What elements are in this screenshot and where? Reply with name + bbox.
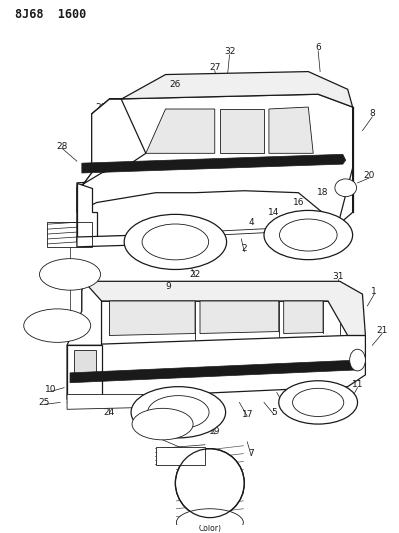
Text: 4: 4 bbox=[249, 218, 254, 227]
Polygon shape bbox=[77, 99, 146, 193]
Text: (Lower: (Lower bbox=[44, 313, 70, 322]
Text: Color): Color) bbox=[46, 325, 69, 334]
Text: 12: 12 bbox=[209, 250, 221, 259]
Text: 11: 11 bbox=[352, 380, 363, 389]
Text: 19: 19 bbox=[209, 427, 221, 437]
Text: 27: 27 bbox=[209, 63, 221, 72]
Text: 16: 16 bbox=[293, 198, 304, 207]
Polygon shape bbox=[82, 154, 346, 173]
Text: (Lower: (Lower bbox=[197, 513, 223, 522]
Text: 8J68  1600: 8J68 1600 bbox=[15, 8, 86, 21]
Text: (Upper: (Upper bbox=[57, 264, 83, 273]
Polygon shape bbox=[67, 335, 365, 399]
Ellipse shape bbox=[350, 349, 365, 371]
Text: 22: 22 bbox=[190, 270, 201, 279]
Polygon shape bbox=[82, 281, 365, 335]
Text: 26: 26 bbox=[170, 80, 181, 89]
Polygon shape bbox=[146, 109, 215, 154]
Ellipse shape bbox=[264, 211, 353, 260]
Circle shape bbox=[176, 449, 244, 518]
Text: 10: 10 bbox=[45, 385, 56, 394]
Ellipse shape bbox=[24, 309, 91, 342]
Polygon shape bbox=[77, 94, 353, 225]
Polygon shape bbox=[77, 235, 141, 247]
Polygon shape bbox=[200, 301, 279, 334]
Text: 7: 7 bbox=[248, 449, 254, 458]
Ellipse shape bbox=[132, 408, 193, 440]
Text: 3: 3 bbox=[300, 388, 306, 397]
Text: 29: 29 bbox=[96, 102, 107, 111]
Polygon shape bbox=[67, 394, 190, 409]
Text: Color): Color) bbox=[59, 276, 81, 285]
Text: 18: 18 bbox=[317, 188, 329, 197]
Text: 6: 6 bbox=[315, 44, 321, 52]
Polygon shape bbox=[109, 71, 353, 107]
Polygon shape bbox=[67, 345, 101, 394]
Text: 21: 21 bbox=[377, 326, 388, 335]
Text: 24: 24 bbox=[104, 408, 115, 417]
Text: 14: 14 bbox=[268, 208, 280, 217]
Text: 20: 20 bbox=[363, 172, 375, 181]
Text: 32: 32 bbox=[224, 47, 235, 56]
Polygon shape bbox=[97, 225, 338, 241]
Text: Color): Color) bbox=[151, 425, 174, 434]
Polygon shape bbox=[67, 281, 101, 345]
Polygon shape bbox=[74, 350, 96, 380]
Text: 15: 15 bbox=[278, 398, 289, 407]
Text: 17: 17 bbox=[241, 410, 253, 419]
Text: 25: 25 bbox=[39, 398, 50, 407]
Polygon shape bbox=[77, 168, 353, 242]
Ellipse shape bbox=[176, 509, 243, 533]
Text: 5: 5 bbox=[271, 408, 277, 417]
Ellipse shape bbox=[335, 179, 357, 197]
Text: 28: 28 bbox=[56, 142, 68, 151]
Polygon shape bbox=[70, 360, 359, 383]
Polygon shape bbox=[156, 447, 205, 465]
Text: 31: 31 bbox=[332, 272, 344, 281]
Polygon shape bbox=[77, 183, 97, 242]
Text: 2: 2 bbox=[241, 244, 247, 253]
Text: 1: 1 bbox=[371, 287, 377, 296]
Ellipse shape bbox=[131, 386, 225, 438]
Text: (Upper: (Upper bbox=[150, 415, 176, 424]
Polygon shape bbox=[269, 107, 313, 154]
Ellipse shape bbox=[40, 259, 101, 290]
Text: 23: 23 bbox=[143, 410, 154, 419]
Ellipse shape bbox=[124, 214, 227, 270]
Text: 30: 30 bbox=[125, 243, 137, 252]
Ellipse shape bbox=[279, 381, 358, 424]
Polygon shape bbox=[220, 109, 264, 154]
Polygon shape bbox=[284, 301, 323, 334]
Text: 13: 13 bbox=[320, 385, 332, 394]
Polygon shape bbox=[109, 301, 195, 335]
Text: 8: 8 bbox=[369, 109, 375, 118]
Text: Color): Color) bbox=[198, 524, 221, 533]
Text: 9: 9 bbox=[166, 282, 171, 290]
